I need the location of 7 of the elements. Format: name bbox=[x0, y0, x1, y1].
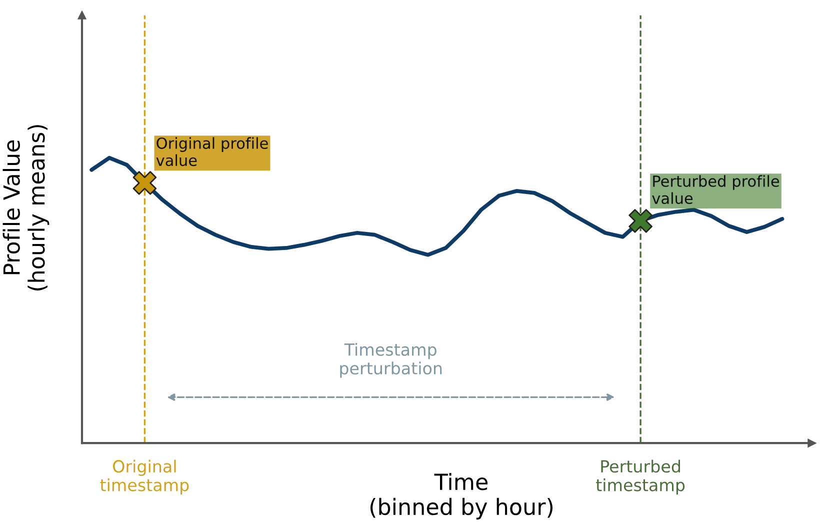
x-axis-title: Time (binned by hour) bbox=[370, 473, 553, 520]
x-tick-label: Original timestamp bbox=[100, 460, 189, 495]
series-label: Original profile value bbox=[156, 137, 268, 166]
annotation: Timestamp perturbation bbox=[340, 342, 442, 378]
y-axis-title: Profile Value (hourly means) bbox=[2, 125, 50, 290]
series-label: Perturbed profile value bbox=[652, 175, 780, 204]
x-tick-label: Perturbed timestamp bbox=[596, 460, 685, 495]
